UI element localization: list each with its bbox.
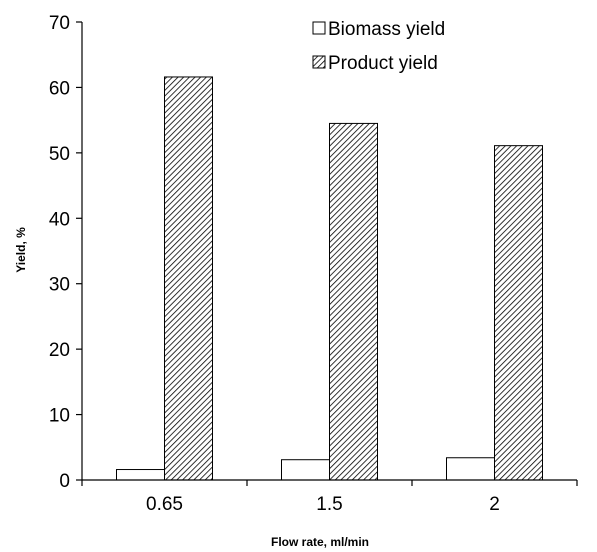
bar-product-yield-0-65 — [164, 76, 213, 481]
x-axis-title: Flow rate, ml/min — [271, 535, 369, 549]
y-axis-ticks: 0 10 20 30 40 50 60 70 — [49, 13, 82, 492]
y-axis-title: Yield, % — [14, 227, 28, 273]
legend-item-product-yield: Product yield — [312, 53, 438, 74]
y-tick-label: 40 — [49, 209, 70, 230]
bar-biomass-yield-1-5 — [281, 459, 330, 481]
x-axis-ticks: 0.65 1.5 2 — [81, 480, 578, 515]
y-tick-label: 0 — [59, 471, 70, 492]
x-tick-label: 1.5 — [316, 494, 342, 515]
legend-label-biomass-yield: Biomass yield — [328, 19, 445, 40]
y-tick-label: 70 — [49, 13, 70, 34]
x-tick-label: 2 — [489, 494, 500, 515]
y-tick-label: 50 — [49, 144, 70, 165]
legend-swatch-product-yield — [312, 55, 326, 69]
y-tick-label: 20 — [49, 340, 70, 361]
bar-product-yield-2 — [494, 145, 543, 481]
legend-item-biomass-yield: Biomass yield — [312, 19, 445, 40]
plot-area — [116, 76, 543, 481]
bar-biomass-yield-2 — [446, 457, 495, 481]
legend-swatch-biomass-yield — [312, 21, 326, 35]
legend: Biomass yield Product yield — [312, 19, 445, 74]
y-tick-label: 60 — [49, 78, 70, 99]
legend-label-product-yield: Product yield — [328, 53, 438, 74]
x-tick-label: 0.65 — [146, 494, 183, 515]
y-tick-label: 10 — [49, 406, 70, 427]
bar-product-yield-1-5 — [329, 122, 378, 481]
bar-biomass-yield-0-65 — [116, 469, 165, 481]
y-tick-label: 30 — [49, 275, 70, 296]
